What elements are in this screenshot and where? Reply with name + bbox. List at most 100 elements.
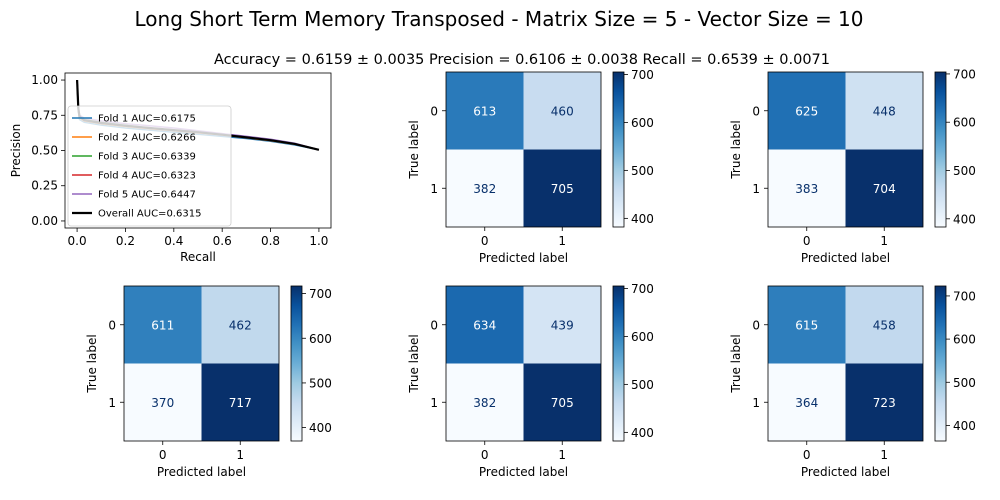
matrix-cell-value: 613	[473, 104, 496, 118]
matrix-cell-value: 448	[873, 104, 896, 118]
colorbar-tick-label: 400	[631, 426, 654, 440]
x-tick-label: 1	[558, 234, 566, 248]
matrix-cell-value: 634	[473, 318, 496, 332]
matrix-cell	[201, 286, 279, 364]
colorbar-tick-label: 400	[309, 421, 332, 435]
y-tick-label: 1	[108, 396, 116, 410]
colorbar-tick-label: 500	[309, 376, 332, 390]
matrix-cell	[845, 363, 923, 441]
matrix-cell	[523, 363, 601, 441]
matrix-cell	[845, 286, 923, 364]
matrix-frame	[767, 71, 924, 228]
y-tick-label: 0	[752, 104, 760, 118]
matrix-cell	[523, 72, 601, 150]
matrix-cell-value: 458	[873, 318, 896, 332]
x-axis-title: Predicted label	[801, 465, 890, 479]
colorbar	[290, 285, 303, 442]
matrix-cell	[124, 363, 202, 441]
y-tick-label: 0	[752, 318, 760, 332]
x-tick-label: 1	[880, 234, 888, 248]
y-tick-label: 0.50	[31, 144, 58, 158]
matrix-cell-value: 439	[551, 318, 574, 332]
x-tick-label: 0	[803, 234, 811, 248]
matrix-cell	[768, 149, 846, 227]
x-tick-label: 0.8	[261, 234, 280, 248]
y-axis-title: True label	[729, 334, 743, 393]
matrix-cell-value: 615	[795, 318, 818, 332]
y-tick-label: 0	[108, 318, 116, 332]
colorbar-tick-label: 500	[631, 378, 654, 392]
colorbar	[612, 71, 625, 228]
legend: Fold 1 AUC=0.6175 Fold 2 AUC=0.6266 Fold 3…	[67, 105, 232, 227]
y-tick-label: 0.25	[31, 179, 58, 193]
colorbar-tick-label: 400	[953, 419, 976, 433]
matrix-cell	[845, 149, 923, 227]
matrix-cell	[523, 286, 601, 364]
matrix-cell	[845, 72, 923, 150]
y-axis-title: True label	[407, 334, 421, 393]
matrix-frame	[123, 285, 280, 442]
matrix-cell-value: 462	[229, 318, 252, 332]
matrix-cell	[446, 72, 524, 150]
colorbar-tick-label: 600	[309, 332, 332, 346]
legend-label: Fold 3 AUC=0.6339	[98, 152, 196, 163]
legend-label: Fold 2 AUC=0.6266	[98, 133, 196, 144]
matrix-cell-value: 723	[873, 396, 896, 410]
matrix-cell	[446, 286, 524, 364]
matrix-cell	[768, 72, 846, 150]
matrix-cell	[523, 149, 601, 227]
x-tick-label: 0.6	[213, 234, 232, 248]
x-axis-title: Predicted label	[479, 251, 568, 265]
pr-curve-chart: 0.0 0.2 0.4 0.6 0.8 1.0 0.00 0.25 0.50 0.75 1.00 Re…	[9, 72, 332, 264]
x-tick-label: 0	[481, 234, 489, 248]
colorbar-tick-label: 700	[953, 67, 976, 81]
matrix-cell	[446, 363, 524, 441]
figure-title: Long Short Term Memory Transposed - Matr…	[134, 7, 863, 31]
charts-group: 0.0 0.2 0.4 0.6 0.8 1.0 0.00 0.25 0.50 0.75 1.00 Re…	[9, 67, 976, 479]
x-tick-label: 1.0	[309, 234, 328, 248]
matrix-cell-value: 370	[151, 396, 174, 410]
x-tick-label: 0.2	[116, 234, 135, 248]
matrix-cell	[124, 286, 202, 364]
y-tick-label: 0.75	[31, 108, 58, 122]
matrix-cell	[446, 149, 524, 227]
legend-label: Fold 4 AUC=0.6323	[98, 171, 196, 182]
y-tick-label: 1.00	[31, 73, 58, 87]
matrix-cell-value: 382	[473, 182, 496, 196]
colorbar-tick-label: 700	[953, 289, 976, 303]
confusion-matrix-chart: 625 448 383 704 0 1 0 1 Predicted label True labe…	[729, 67, 976, 265]
legend-label: Fold 1 AUC=0.6175	[98, 114, 196, 125]
colorbar-tick-label: 600	[953, 333, 976, 347]
x-tick-label: 1	[236, 448, 244, 462]
colorbar-tick-label: 600	[631, 330, 654, 344]
matrix-cell	[201, 363, 279, 441]
colorbar-tick-label: 500	[631, 164, 654, 178]
matrix-frame	[445, 285, 602, 442]
matrix-cell	[768, 286, 846, 364]
matrix-frame	[445, 71, 602, 228]
x-tick-label: 0	[159, 448, 167, 462]
y-tick-label: 1	[752, 396, 760, 410]
matrix-cell-value: 383	[795, 182, 818, 196]
colorbar	[934, 285, 947, 442]
x-tick-label: 0.0	[68, 234, 87, 248]
x-tick-label: 0	[481, 448, 489, 462]
x-axis-title: Recall	[180, 250, 216, 264]
legend-label: Fold 5 AUC=0.6447	[98, 190, 196, 201]
x-axis-title: Predicted label	[801, 251, 890, 265]
x-tick-label: 1	[880, 448, 888, 462]
x-axis-title: Predicted label	[157, 465, 246, 479]
y-axis-title: True label	[729, 120, 743, 179]
y-axis-title: Precision	[9, 124, 23, 178]
legend-label: Overall AUC=0.6315	[98, 209, 201, 220]
matrix-cell-value: 705	[551, 182, 574, 196]
x-tick-label: 1	[558, 448, 566, 462]
matrix-cell-value: 717	[229, 396, 252, 410]
colorbar-tick-label: 500	[953, 376, 976, 390]
y-tick-label: 1	[752, 182, 760, 196]
colorbar-tick-label: 700	[309, 287, 332, 301]
y-tick-label: 0	[430, 104, 438, 118]
colorbar	[612, 285, 625, 442]
matrix-frame	[767, 285, 924, 442]
